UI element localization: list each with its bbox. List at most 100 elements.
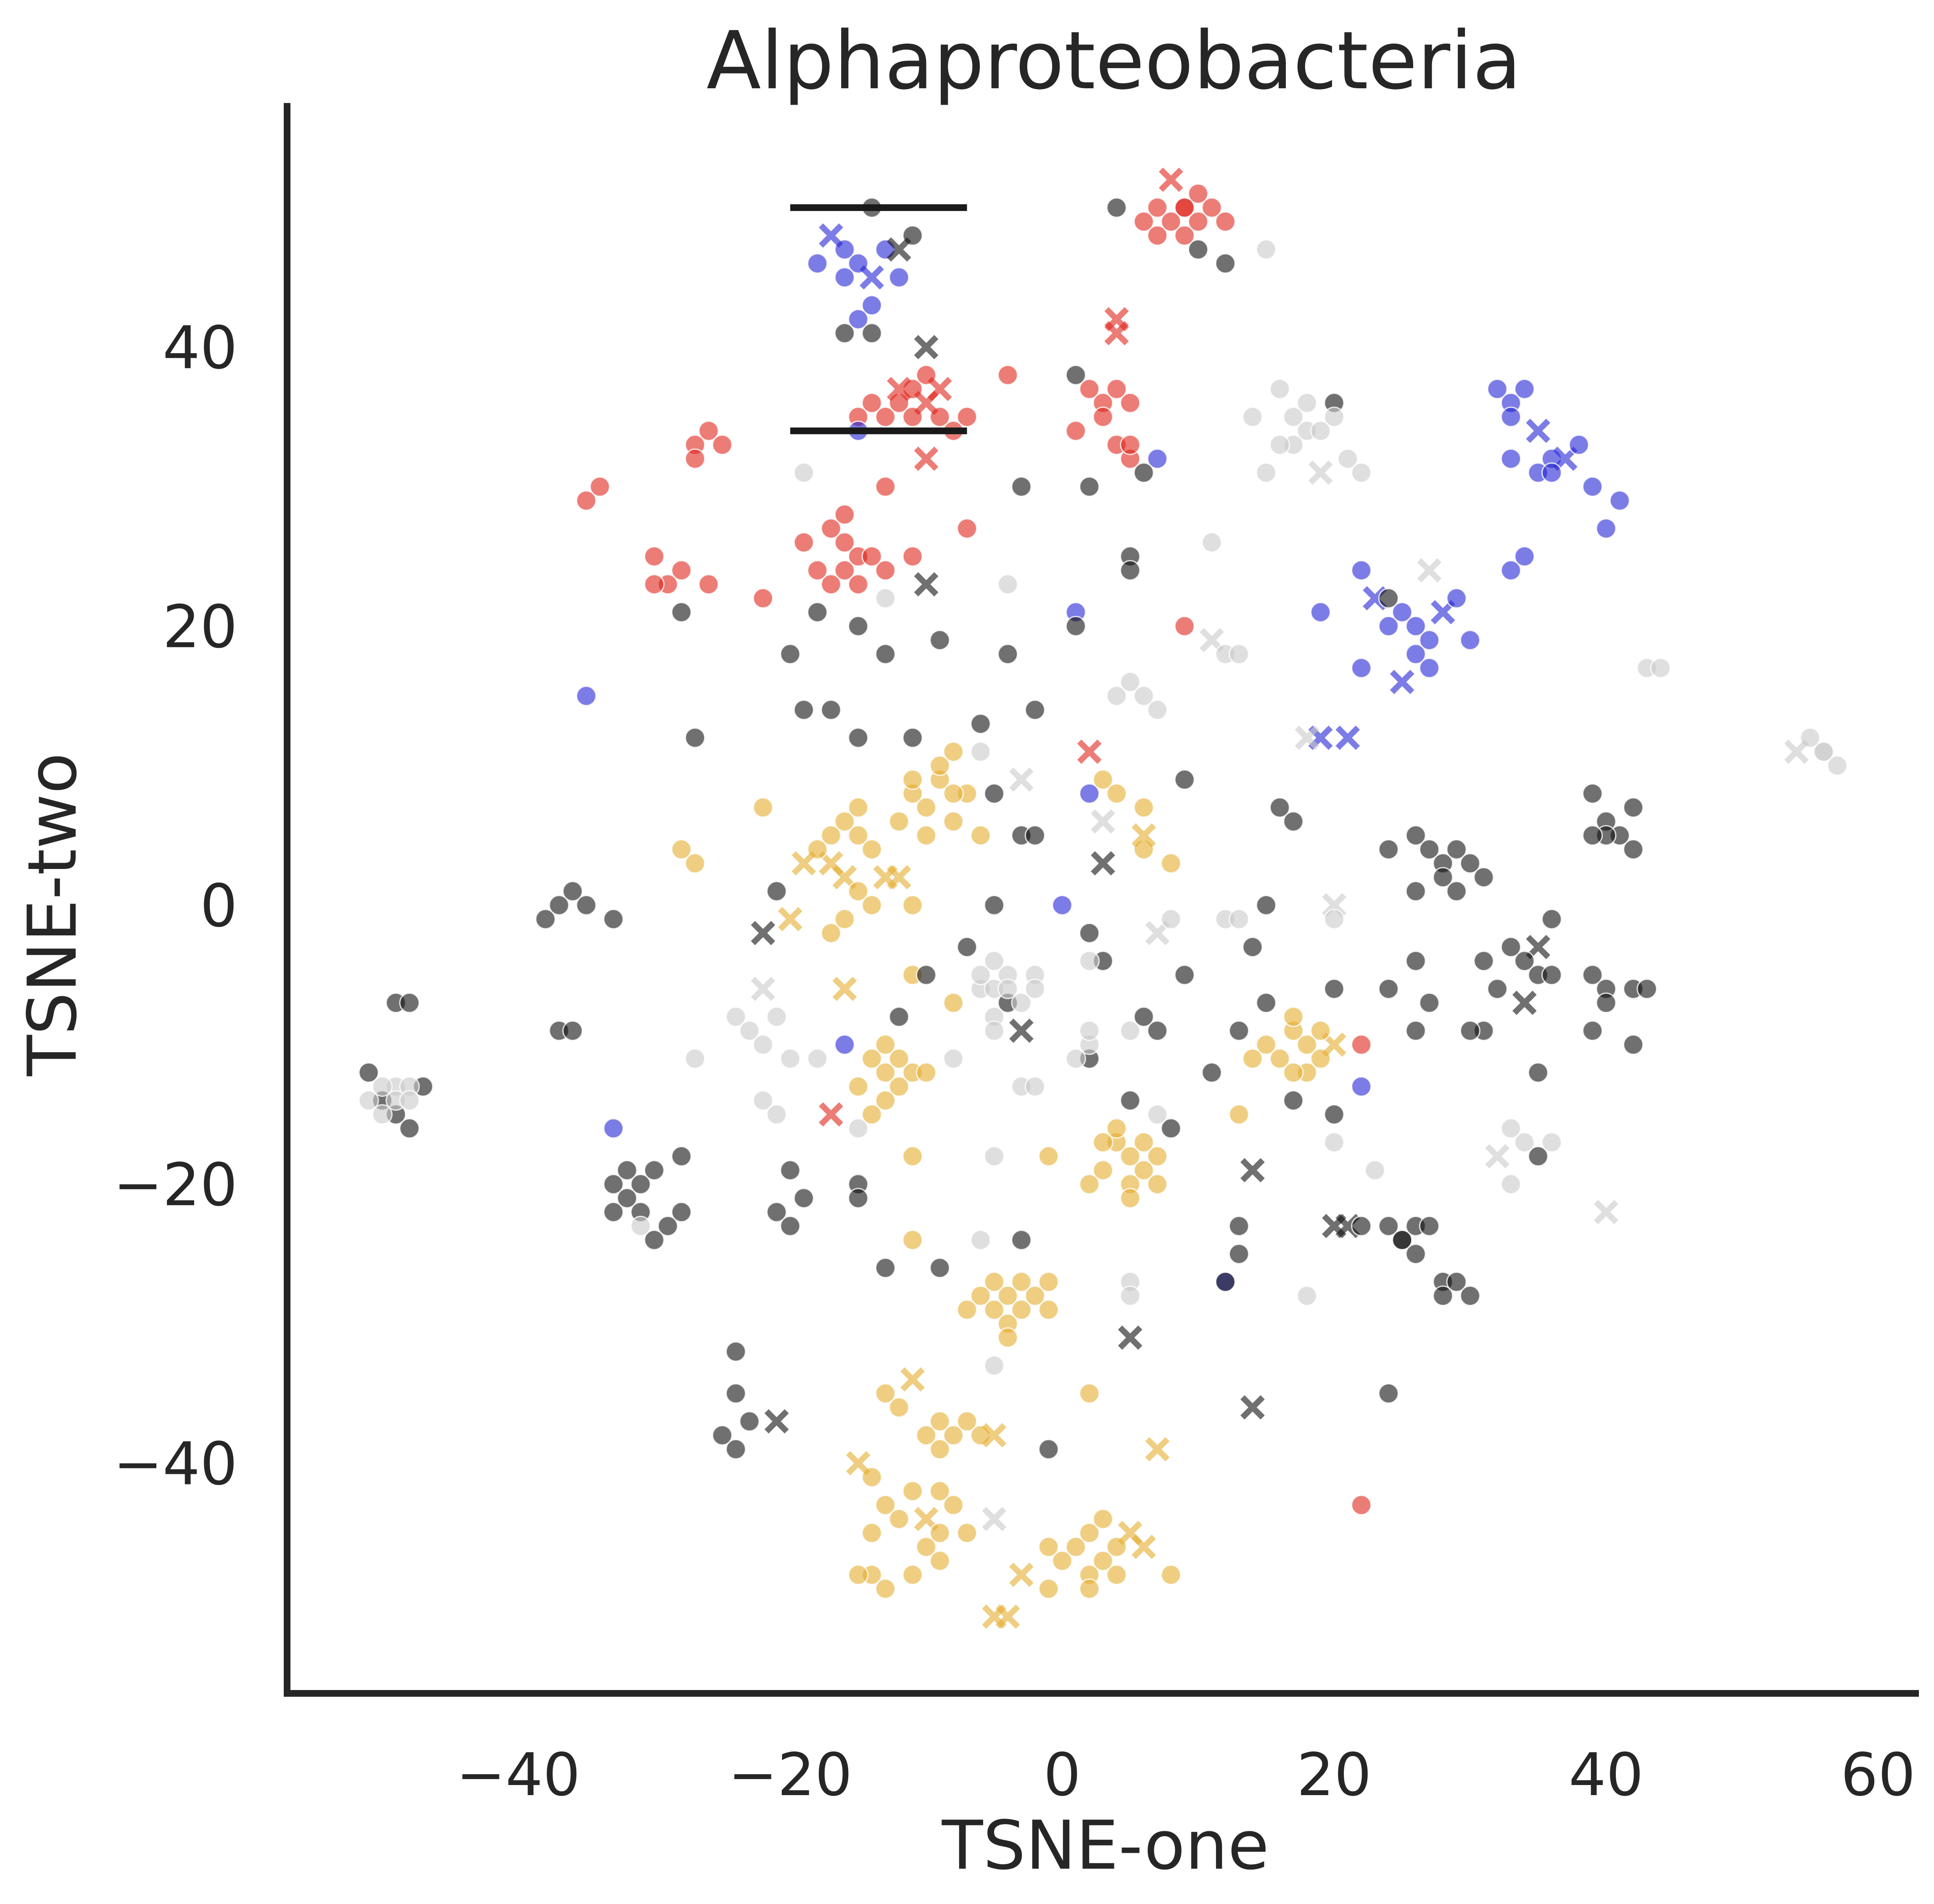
- data-point: [821, 825, 842, 846]
- data-point: [821, 700, 842, 721]
- data-point: [1324, 1104, 1345, 1125]
- chart-title: Alphaproteobacteria: [707, 14, 1522, 107]
- data-point: [671, 560, 692, 581]
- data-point: [848, 797, 869, 818]
- data-point: [1079, 1174, 1100, 1195]
- data-point: [1473, 951, 1494, 972]
- data-point-x-marker: [1240, 1158, 1265, 1183]
- data-point: [1582, 964, 1603, 985]
- data-point: [793, 1188, 814, 1209]
- data-point: [1269, 378, 1290, 399]
- data-point: [1459, 1020, 1480, 1041]
- data-point: [943, 1425, 964, 1446]
- data-point: [1568, 434, 1589, 455]
- data-point: [1065, 1537, 1086, 1558]
- data-point: [970, 1230, 991, 1251]
- data-point: [997, 364, 1018, 386]
- data-point-x-marker: [914, 446, 939, 471]
- data-point-x-marker: [846, 1451, 871, 1476]
- data-point-x-marker: [887, 237, 911, 262]
- data-point: [1351, 462, 1372, 483]
- data-point: [535, 908, 556, 930]
- data-point-x-marker: [982, 1507, 1007, 1532]
- data-point: [644, 1160, 665, 1181]
- data-point: [372, 1076, 393, 1097]
- data-point: [1120, 560, 1141, 581]
- x-tick-label: 20: [1297, 1741, 1372, 1809]
- data-point: [984, 895, 1005, 916]
- data-point: [358, 1062, 379, 1083]
- data-point: [752, 1034, 773, 1055]
- data-point: [1582, 1020, 1603, 1041]
- data-point: [1446, 881, 1467, 902]
- data-point: [1106, 378, 1127, 399]
- data-point: [1201, 197, 1222, 218]
- data-point: [902, 769, 923, 790]
- x-tick-label: 0: [1043, 1741, 1081, 1809]
- data-point: [1541, 964, 1562, 985]
- data-point: [916, 1425, 937, 1446]
- tick-labels: −40 −20 0 20 40 60 −40 −20 0 20 40: [113, 314, 1916, 1809]
- data-point: [875, 1257, 896, 1278]
- data-point: [1229, 1104, 1249, 1125]
- data-point-x-marker: [914, 572, 939, 597]
- data-point: [1433, 1285, 1454, 1306]
- data-point: [943, 1048, 964, 1069]
- data-point: [1283, 1062, 1304, 1083]
- data-point: [848, 1564, 869, 1585]
- data-point: [984, 951, 1005, 972]
- data-point: [1174, 769, 1195, 790]
- data-point: [834, 1034, 855, 1055]
- data-point: [875, 1495, 896, 1516]
- data-point: [644, 1230, 665, 1251]
- data-point: [834, 504, 855, 525]
- data-point: [1092, 1508, 1113, 1529]
- data-point: [793, 532, 814, 553]
- data-point: [1378, 1383, 1399, 1404]
- data-point: [875, 588, 896, 609]
- data-point: [1215, 211, 1236, 232]
- data-point: [1079, 378, 1100, 399]
- data-point: [1147, 1174, 1168, 1195]
- data-point: [1650, 658, 1671, 679]
- data-point: [1296, 1034, 1317, 1055]
- data-point-x-marker: [1485, 1144, 1510, 1169]
- data-point: [1079, 1578, 1100, 1599]
- data-point: [929, 1550, 950, 1571]
- data-point: [780, 1215, 801, 1236]
- data-point: [671, 839, 692, 860]
- data-point: [630, 1215, 651, 1236]
- data-point: [1501, 407, 1521, 428]
- data-point: [902, 727, 923, 748]
- x-tick-label: −40: [456, 1741, 580, 1809]
- data-point: [1092, 1550, 1113, 1571]
- data-point: [685, 853, 705, 874]
- data-point: [1514, 546, 1535, 567]
- data-point: [943, 783, 964, 804]
- data-point-x-marker: [887, 377, 911, 401]
- data-point: [1501, 560, 1521, 581]
- data-point: [875, 1578, 896, 1599]
- data-point: [1161, 1118, 1182, 1139]
- data-point: [997, 978, 1018, 999]
- data-point: [1011, 1271, 1032, 1292]
- y-tick-label: −20: [113, 1151, 237, 1220]
- data-point: [807, 602, 828, 623]
- y-tick-label: −40: [113, 1430, 237, 1498]
- data-point: [1487, 378, 1508, 399]
- x-axis-label: TSNE-one: [942, 1806, 1269, 1885]
- data-point: [1133, 685, 1154, 706]
- data-point-x-marker: [1104, 307, 1129, 332]
- data-point: [1487, 978, 1508, 999]
- data-point: [726, 1341, 747, 1362]
- data-point: [929, 1522, 950, 1543]
- y-tick-label: 40: [163, 314, 237, 383]
- data-point: [1011, 1230, 1032, 1251]
- data-point: [1392, 1230, 1413, 1251]
- data-point-x-marker: [1009, 767, 1034, 792]
- data-point: [929, 1411, 950, 1432]
- data-point: [1174, 615, 1195, 636]
- data-point: [1351, 1215, 1372, 1236]
- data-point: [1378, 978, 1399, 999]
- data-point-x-marker: [819, 1102, 843, 1127]
